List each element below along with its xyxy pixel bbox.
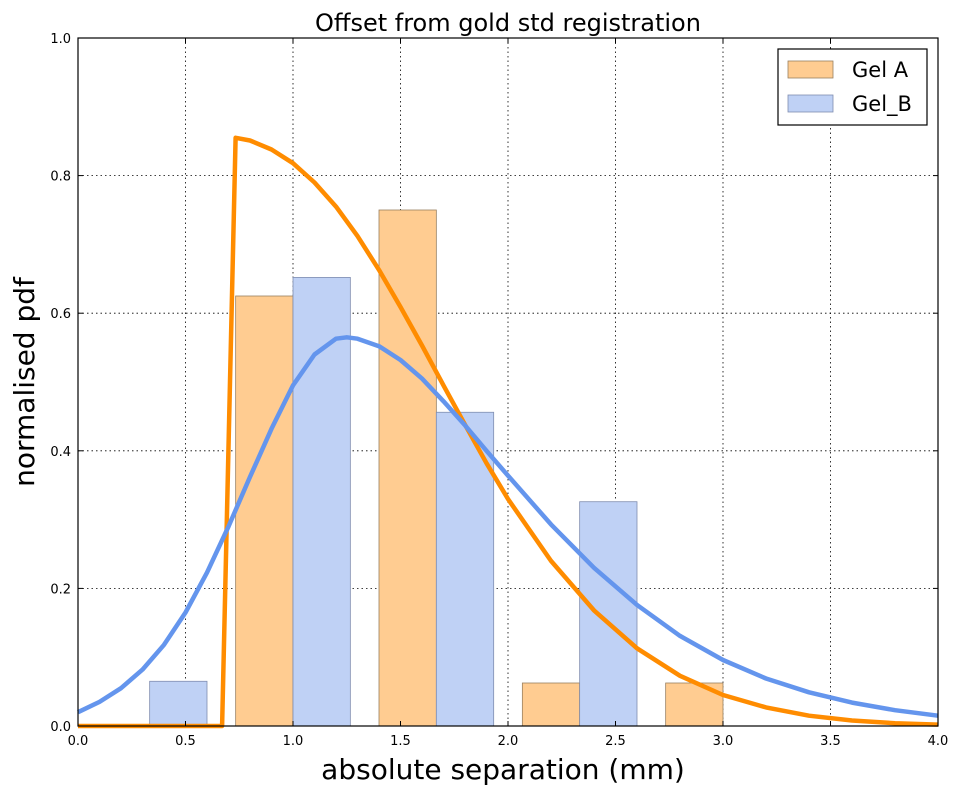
x-tick-label: 2.0 (498, 734, 519, 749)
y-tick-label: 0.4 (50, 445, 71, 460)
y-axis-label: normalised pdf (8, 276, 41, 487)
x-axis-label: absolute separation (mm) (321, 753, 685, 786)
y-tick-label: 0.6 (50, 307, 71, 322)
bar-gel-b (580, 502, 637, 726)
bar-gel-b (150, 681, 207, 726)
legend-label-gel-a: Gel A (852, 58, 909, 82)
x-tick-label: 1.5 (390, 734, 411, 749)
bar-gel-b (293, 277, 350, 726)
chart-title: Offset from gold std registration (315, 9, 701, 37)
x-tick-label: 3.0 (713, 734, 734, 749)
legend-label-gel-b: Gel_B (852, 92, 912, 117)
plot-frame (78, 38, 938, 726)
bar-gel-a (522, 683, 579, 726)
grid (78, 38, 938, 726)
y-tick-label: 0.2 (50, 582, 71, 597)
x-tick-label: 2.5 (605, 734, 626, 749)
x-tick-label: 0.0 (68, 734, 89, 749)
x-tick-label: 1.0 (283, 734, 304, 749)
y-tick-label: 1.0 (50, 32, 71, 47)
x-tick-label: 4.0 (928, 734, 949, 749)
y-tick-label: 0.8 (50, 170, 71, 185)
axis-ticks: 0.0 0.5 1.0 1.5 2.0 2.5 3.0 3.5 4.0 0.0 0.2 0.4 0.6 0… (50, 32, 948, 749)
x-tick-label: 0.5 (175, 734, 196, 749)
x-tick-label: 3.5 (820, 734, 841, 749)
bar-gel-a (236, 296, 293, 726)
legend: Gel A Gel_B (778, 49, 927, 125)
y-tick-label: 0.0 (50, 720, 71, 735)
legend-swatch-gel-b (788, 95, 833, 112)
legend-swatch-gel-a (788, 61, 833, 78)
